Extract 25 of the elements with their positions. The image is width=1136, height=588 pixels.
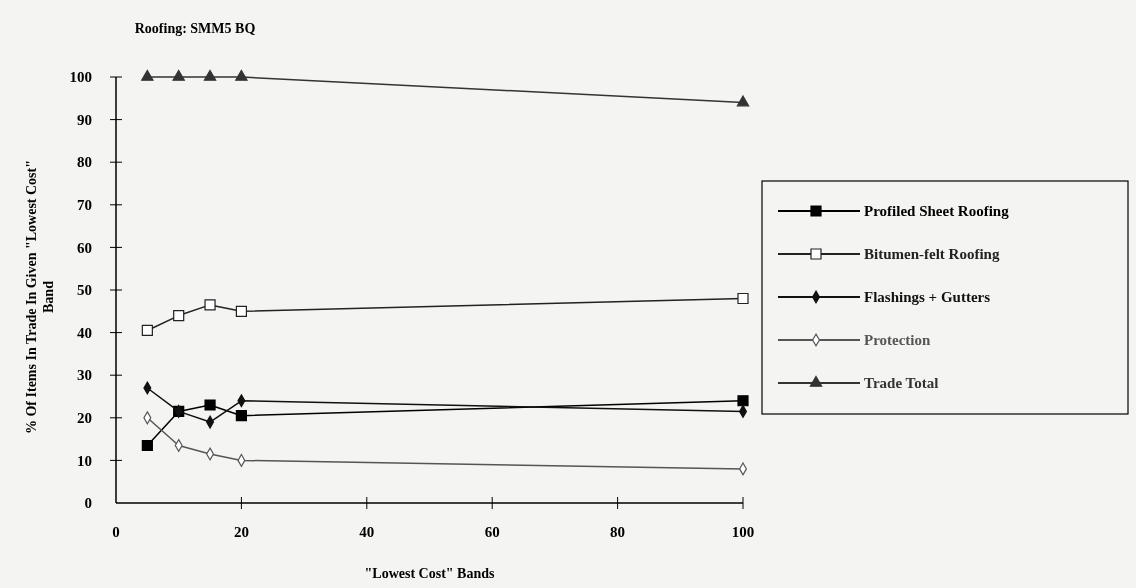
- text: Trade Total: [864, 375, 939, 392]
- x-axis-title: "Lowest Cost" Bands: [364, 566, 495, 581]
- y-tick-label: 50: [77, 282, 92, 299]
- x-tick-label: 20: [233, 524, 249, 540]
- y-tick-label: 0: [84, 495, 92, 512]
- text: Protection: [864, 332, 932, 349]
- y-tick-label: 30: [77, 367, 92, 384]
- x-tick-label: 40: [359, 524, 375, 540]
- y-axis-title: % Of Items In Trade In Given "Lowest Cost" Band: [23, 159, 57, 437]
- y-tick-label: 40: [77, 324, 92, 341]
- y-tick-label: 60: [77, 239, 92, 256]
- y-tick-label: 70: [77, 197, 92, 214]
- text: Profiled Sheet Roofing: [864, 203, 1010, 220]
- y-tick-label: 100: [69, 69, 92, 86]
- x-tick-label: 100: [731, 524, 755, 540]
- x-tick-label: 60: [484, 524, 500, 540]
- chart-title: Roofing: SMM5 BQ: [134, 21, 256, 36]
- y-tick-label: 20: [77, 410, 92, 427]
- y-tick-label: 10: [77, 452, 92, 469]
- y-tick-label: 80: [77, 154, 92, 171]
- text: Flashings + Gutters: [864, 289, 991, 306]
- x-tick-label: 80: [610, 524, 626, 540]
- y-tick-label: 90: [77, 111, 92, 128]
- text: Bitumen-felt Roofing: [864, 246, 1000, 263]
- x-tick-label: 0: [112, 524, 120, 540]
